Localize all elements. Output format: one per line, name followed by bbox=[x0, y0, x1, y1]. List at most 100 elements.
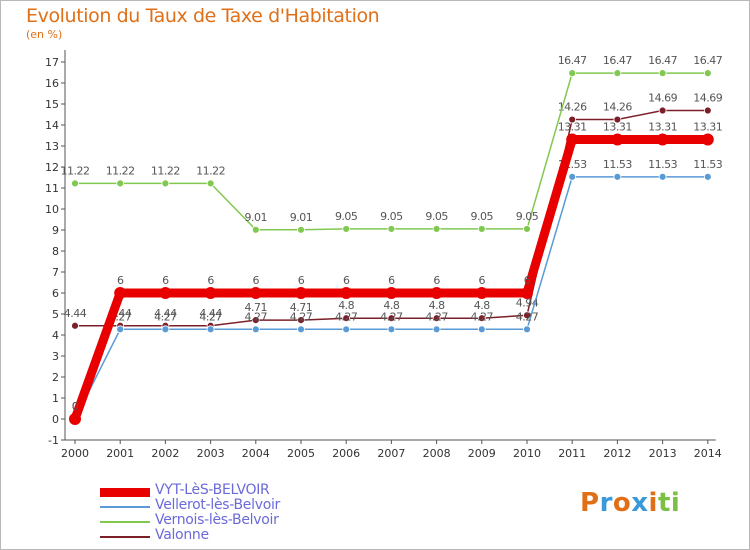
data-label-2: 11.53 bbox=[648, 158, 677, 171]
legend-item: Vernois-lès-Belvoir bbox=[100, 512, 360, 529]
data-label-0: 4.71 bbox=[290, 301, 313, 314]
data-label-0: 14.69 bbox=[648, 92, 677, 105]
proxiti-logo: Proxiti bbox=[580, 488, 680, 518]
y-tick-label: 7 bbox=[52, 266, 59, 279]
x-tick-label: 2012 bbox=[603, 447, 631, 460]
series-point-2 bbox=[658, 172, 667, 181]
data-label-3: 13.31 bbox=[603, 120, 632, 133]
x-tick-label: 2010 bbox=[513, 447, 541, 460]
data-label-1: 11.22 bbox=[106, 164, 135, 177]
x-tick-label: 2001 bbox=[106, 447, 134, 460]
data-label-2: 4.27 bbox=[290, 310, 313, 323]
series-point-1 bbox=[251, 225, 260, 234]
data-label-2: 4.27 bbox=[516, 310, 539, 323]
series-point-2 bbox=[161, 325, 170, 334]
data-label-1: 16.47 bbox=[693, 54, 722, 67]
y-tick-label: 11 bbox=[45, 182, 59, 195]
x-tick-label: 2014 bbox=[694, 447, 722, 460]
series-point-3 bbox=[159, 287, 172, 299]
data-label-3: 6 bbox=[253, 274, 260, 287]
logo-letter: x bbox=[631, 488, 649, 518]
legend-item: Valonne bbox=[100, 527, 360, 544]
series-point-1 bbox=[432, 225, 441, 233]
data-label-3: 6 bbox=[343, 274, 350, 287]
data-label-0: 4.8 bbox=[383, 299, 399, 312]
series-point-3 bbox=[295, 287, 307, 299]
logo-letter: i bbox=[670, 488, 681, 518]
x-tick-label: 2007 bbox=[377, 447, 405, 460]
series-point-0 bbox=[342, 314, 351, 323]
y-tick-label: 9 bbox=[52, 224, 59, 237]
series-point-1 bbox=[613, 69, 622, 78]
series-point-3 bbox=[340, 287, 353, 299]
data-label-3: 6 bbox=[117, 274, 124, 287]
legend-swatch bbox=[100, 536, 150, 538]
data-label-1: 9.05 bbox=[380, 210, 403, 223]
series-point-3 bbox=[521, 287, 533, 299]
series-point-1 bbox=[342, 225, 351, 233]
data-label-2: 11.53 bbox=[693, 158, 722, 171]
data-label-3: 6 bbox=[524, 274, 531, 287]
series-point-1 bbox=[703, 69, 712, 78]
series-point-2 bbox=[613, 172, 622, 181]
data-label-3: 6 bbox=[162, 274, 169, 287]
data-label-2: 11.53 bbox=[603, 158, 632, 171]
logo-letter: t bbox=[657, 488, 671, 518]
y-tick-label: 4 bbox=[52, 329, 59, 342]
series-point-1 bbox=[71, 179, 79, 188]
series-point-3 bbox=[204, 287, 217, 299]
data-label-1: 9.05 bbox=[471, 210, 494, 223]
data-label-0: 4.8 bbox=[338, 299, 354, 312]
data-label-3: 6 bbox=[433, 274, 440, 287]
y-tick-label: 1 bbox=[52, 392, 59, 405]
data-label-0: 4.71 bbox=[245, 301, 268, 314]
series-point-2 bbox=[523, 325, 531, 334]
data-label-2: 4.27 bbox=[425, 310, 448, 323]
x-tick-label: 2013 bbox=[649, 447, 677, 460]
data-label-0: 4.44 bbox=[199, 307, 222, 320]
data-label-2: 4.27 bbox=[471, 310, 494, 323]
series-point-2 bbox=[387, 325, 396, 334]
data-label-1: 9.05 bbox=[516, 210, 539, 223]
x-tick-label: 2008 bbox=[423, 447, 451, 460]
data-label-0: 4.44 bbox=[64, 307, 87, 320]
series-point-3 bbox=[249, 287, 262, 299]
data-label-0: 14.69 bbox=[693, 92, 722, 105]
series-point-3 bbox=[475, 287, 488, 299]
data-label-2: 4.27 bbox=[245, 310, 268, 323]
series-point-3 bbox=[385, 287, 398, 299]
series-point-0 bbox=[432, 314, 441, 323]
data-label-0: 14.26 bbox=[603, 101, 632, 114]
series-point-2 bbox=[568, 172, 577, 181]
logo-letter: r bbox=[599, 488, 613, 518]
series-point-2 bbox=[432, 325, 441, 334]
logo-letter: P bbox=[580, 488, 600, 518]
legend-item: VYT-LèS-BELVOIR bbox=[100, 482, 360, 499]
chart-title: Evolution du Taux de Taxe d'Habitation bbox=[26, 5, 380, 27]
legend-label: Vellerot-lès-Belvoir bbox=[155, 497, 281, 513]
data-label-1: 11.22 bbox=[151, 164, 180, 177]
data-label-2: 4.27 bbox=[154, 310, 177, 323]
legend-item: Vellerot-lès-Belvoir bbox=[100, 497, 360, 514]
data-label-1: 16.47 bbox=[603, 54, 632, 67]
data-label-3: 6 bbox=[298, 274, 305, 287]
data-label-2: 4.27 bbox=[380, 310, 403, 323]
legend-label: Vernois-lès-Belvoir bbox=[155, 512, 279, 528]
series-point-0 bbox=[568, 115, 577, 124]
data-label-1: 9.01 bbox=[290, 211, 313, 224]
x-tick-label: 2004 bbox=[242, 447, 270, 460]
x-tick-label: 2003 bbox=[197, 447, 225, 460]
data-label-3: 13.31 bbox=[648, 120, 677, 133]
series-point-0 bbox=[71, 321, 79, 330]
x-tick-label: 2000 bbox=[61, 447, 89, 460]
series-point-1 bbox=[206, 179, 215, 188]
y-tick-label: 0 bbox=[52, 413, 59, 426]
series-point-3 bbox=[114, 287, 127, 299]
data-label-1: 9.05 bbox=[335, 210, 358, 223]
logo-letter: o bbox=[612, 488, 632, 518]
data-label-2: 4.27 bbox=[199, 310, 222, 323]
series-point-1 bbox=[477, 225, 486, 233]
data-label-0: 14.26 bbox=[558, 101, 587, 114]
data-label-1: 11.22 bbox=[61, 164, 90, 177]
